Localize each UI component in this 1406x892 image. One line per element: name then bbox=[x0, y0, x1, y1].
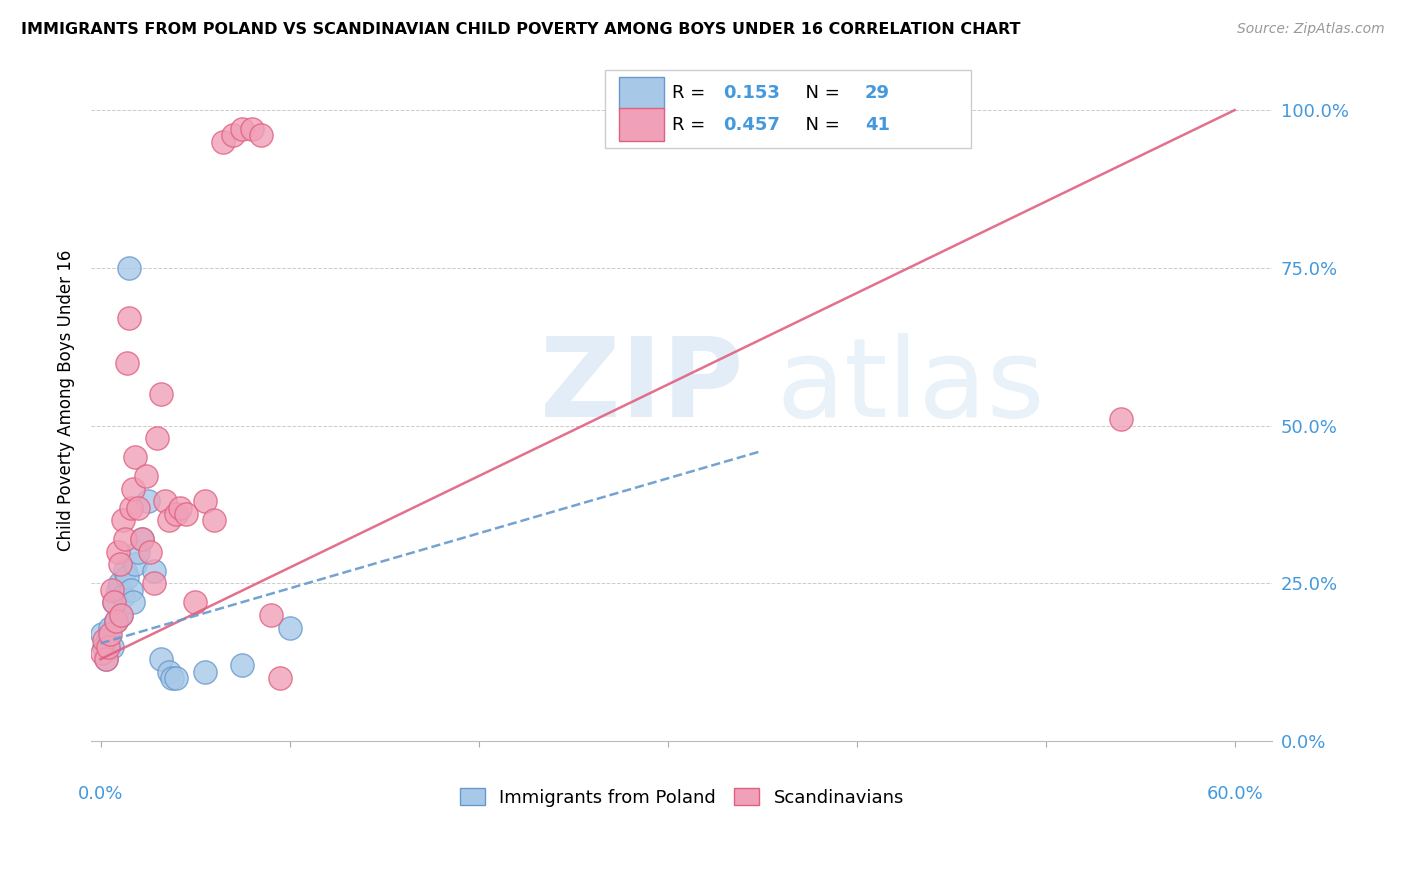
Point bbox=[104, 614, 127, 628]
Point bbox=[250, 128, 273, 143]
Point bbox=[91, 646, 114, 660]
Point bbox=[269, 671, 291, 685]
Point bbox=[96, 652, 118, 666]
Point bbox=[98, 621, 121, 635]
Point bbox=[157, 513, 180, 527]
Point bbox=[118, 311, 141, 326]
Point bbox=[107, 545, 129, 559]
Point bbox=[121, 482, 143, 496]
Point bbox=[278, 621, 301, 635]
Text: 0.457: 0.457 bbox=[723, 116, 780, 134]
Point bbox=[101, 640, 124, 654]
Y-axis label: Child Poverty Among Boys Under 16: Child Poverty Among Boys Under 16 bbox=[58, 250, 75, 551]
Point bbox=[150, 652, 173, 666]
Text: 29: 29 bbox=[865, 84, 890, 103]
Point bbox=[260, 607, 283, 622]
Text: IMMIGRANTS FROM POLAND VS SCANDINAVIAN CHILD POVERTY AMONG BOYS UNDER 16 CORRELA: IMMIGRANTS FROM POLAND VS SCANDINAVIAN C… bbox=[21, 22, 1021, 37]
Point bbox=[110, 607, 132, 622]
Text: 0.0%: 0.0% bbox=[77, 785, 124, 804]
Point bbox=[108, 558, 131, 572]
Point bbox=[120, 500, 142, 515]
Point bbox=[142, 576, 165, 591]
Point bbox=[114, 564, 136, 578]
Point bbox=[231, 122, 253, 136]
Point bbox=[146, 431, 169, 445]
Point bbox=[98, 627, 121, 641]
Point bbox=[110, 607, 132, 622]
Point bbox=[193, 494, 215, 508]
Point bbox=[184, 595, 207, 609]
Point bbox=[165, 507, 187, 521]
Point bbox=[118, 260, 141, 275]
Point bbox=[107, 582, 129, 597]
Point bbox=[139, 545, 162, 559]
FancyBboxPatch shape bbox=[605, 70, 972, 148]
Text: 0.153: 0.153 bbox=[723, 84, 780, 103]
Text: ZIP: ZIP bbox=[540, 334, 744, 441]
Point bbox=[103, 595, 125, 609]
Point bbox=[115, 355, 138, 369]
Point bbox=[112, 513, 135, 527]
FancyBboxPatch shape bbox=[619, 77, 664, 110]
Point bbox=[131, 533, 153, 547]
Text: 60.0%: 60.0% bbox=[1206, 785, 1263, 804]
Point bbox=[124, 558, 146, 572]
Text: 41: 41 bbox=[865, 116, 890, 134]
Point bbox=[103, 595, 125, 609]
Point bbox=[202, 513, 225, 527]
Point bbox=[240, 122, 263, 136]
Point bbox=[136, 494, 159, 508]
Point bbox=[112, 589, 135, 603]
Text: N =: N = bbox=[794, 116, 845, 134]
Point bbox=[96, 652, 118, 666]
Legend: Immigrants from Poland, Scandinavians: Immigrants from Poland, Scandinavians bbox=[453, 780, 911, 814]
Point bbox=[104, 614, 127, 628]
Point bbox=[193, 665, 215, 679]
Point bbox=[222, 128, 245, 143]
Point bbox=[120, 582, 142, 597]
Point bbox=[153, 494, 176, 508]
Point bbox=[127, 545, 149, 559]
Point bbox=[93, 640, 115, 654]
Point bbox=[127, 500, 149, 515]
Point bbox=[1109, 412, 1132, 426]
Point bbox=[212, 135, 235, 149]
Point bbox=[114, 533, 136, 547]
Point bbox=[115, 570, 138, 584]
Point bbox=[150, 387, 173, 401]
Point bbox=[97, 640, 120, 654]
Point bbox=[108, 576, 131, 591]
Point bbox=[93, 633, 115, 648]
Point bbox=[157, 665, 180, 679]
Point bbox=[162, 671, 184, 685]
Point bbox=[101, 582, 124, 597]
Text: atlas: atlas bbox=[776, 334, 1045, 441]
Point bbox=[124, 450, 146, 465]
Text: N =: N = bbox=[794, 84, 845, 103]
Point bbox=[91, 627, 114, 641]
FancyBboxPatch shape bbox=[619, 109, 664, 141]
Text: R =: R = bbox=[672, 116, 711, 134]
Point bbox=[135, 469, 157, 483]
Point bbox=[131, 533, 153, 547]
Point bbox=[174, 507, 197, 521]
Point bbox=[169, 500, 191, 515]
Point bbox=[231, 658, 253, 673]
Point bbox=[121, 595, 143, 609]
Point bbox=[165, 671, 187, 685]
Text: R =: R = bbox=[672, 84, 711, 103]
Point bbox=[142, 564, 165, 578]
Point bbox=[97, 633, 120, 648]
Text: Source: ZipAtlas.com: Source: ZipAtlas.com bbox=[1237, 22, 1385, 37]
